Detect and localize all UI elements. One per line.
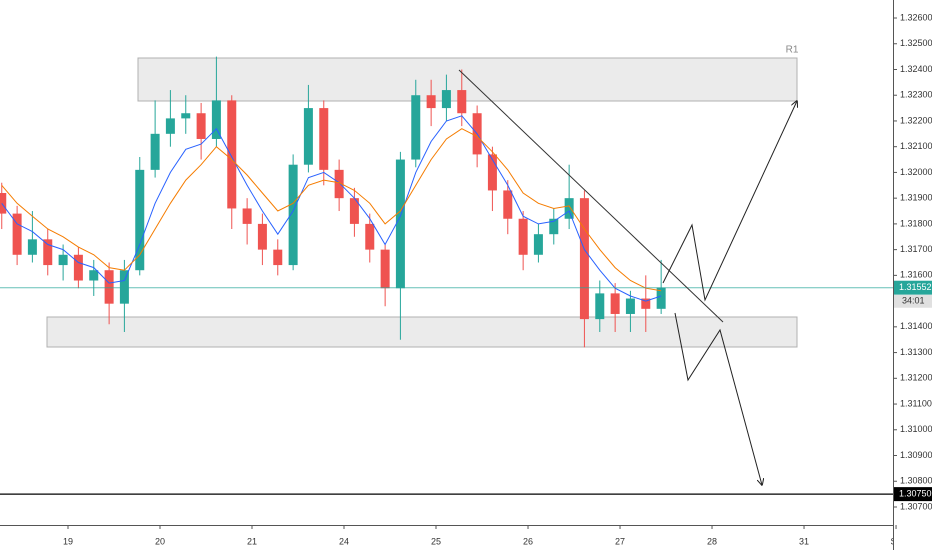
- support-zone: [46, 316, 798, 348]
- y-tick-label: 1.31900: [900, 193, 932, 203]
- x-tick-label: 27: [615, 536, 625, 546]
- candle-body: [625, 298, 635, 314]
- y-tick-label: 1.30800: [900, 476, 932, 486]
- y-tick-label: 1.31200: [900, 373, 932, 383]
- y-tick-label: 1.31300: [900, 347, 932, 357]
- candle-body: [181, 113, 191, 119]
- countdown-box: [894, 294, 932, 308]
- candle-body: [43, 239, 53, 266]
- candle-body: [288, 164, 298, 266]
- candle-body: [104, 270, 114, 304]
- projection-up: [662, 101, 797, 302]
- x-tick-label: 20: [155, 536, 165, 546]
- y-tick-label: 1.31600: [900, 270, 932, 280]
- candle-body: [257, 223, 267, 250]
- zone-label: R1: [786, 45, 799, 56]
- y-tick-label: 1.31800: [900, 218, 932, 228]
- countdown: 34:01: [902, 296, 925, 306]
- candle-body: [165, 118, 175, 134]
- candle-body: [441, 90, 451, 109]
- candle-body: [227, 100, 237, 209]
- candle-body: [334, 169, 344, 199]
- price-label-box: [894, 280, 932, 295]
- trend-line: [458, 69, 724, 323]
- y-tick-label: 1.32200: [900, 115, 932, 125]
- x-tick-label: 24: [339, 536, 349, 546]
- candle-body: [487, 154, 497, 191]
- y-tick-label: 1.31700: [900, 244, 932, 254]
- candle-body: [533, 234, 543, 255]
- y-tick-label: 1.32300: [900, 90, 932, 100]
- x-tick-label: 21: [247, 536, 257, 546]
- x-tick-label: 31: [799, 536, 809, 546]
- moving-average: [1, 115, 662, 302]
- candle-body: [656, 287, 666, 309]
- x-tick-label: 28: [707, 536, 717, 546]
- candle-body: [610, 293, 620, 314]
- level-label: 1.30750: [899, 488, 932, 498]
- candle-body: [211, 100, 221, 139]
- y-tick-label: 1.32400: [900, 64, 932, 74]
- candle-body: [579, 198, 589, 320]
- candle-body: [73, 254, 83, 281]
- candle-body: [411, 95, 421, 160]
- y-tick-label: 1.32500: [900, 38, 932, 48]
- candle-body: [135, 169, 145, 271]
- candle-body: [319, 108, 329, 170]
- candle-body: [150, 133, 160, 170]
- candle-body: [27, 239, 37, 255]
- candle-body: [380, 249, 390, 289]
- x-tick-label: 26: [523, 536, 533, 546]
- candle-body: [303, 108, 313, 165]
- candle-body: [119, 270, 129, 304]
- candle-body: [457, 90, 467, 114]
- y-tick-label: 1.30900: [900, 450, 932, 460]
- candle-body: [503, 190, 513, 219]
- overlay: [458, 69, 797, 485]
- candle-body: [0, 193, 7, 214]
- candle-body: [641, 298, 651, 309]
- y-tick-label: 1.32000: [900, 167, 932, 177]
- candle-body: [595, 293, 605, 320]
- candle-body: [58, 254, 68, 266]
- candle-body: [349, 198, 359, 224]
- x-tick-label: 19: [63, 536, 73, 546]
- price-label: 1.31552: [899, 282, 932, 292]
- resistance-zone: [137, 57, 798, 102]
- candle-body: [518, 218, 528, 255]
- level-label-box: [894, 487, 932, 502]
- y-tick-label: 1.31000: [900, 424, 932, 434]
- y-tick-label: 1.31400: [900, 321, 932, 331]
- candle-body: [395, 159, 405, 289]
- price-axis: [893, 0, 932, 550]
- candle-body: [196, 113, 206, 139]
- drawings: [46, 57, 798, 348]
- candle-body: [549, 218, 559, 235]
- candle-body: [242, 208, 252, 224]
- y-tick-label: 1.31100: [900, 398, 932, 408]
- y-tick-label: 1.32100: [900, 141, 932, 151]
- plot-area: [0, 56, 893, 495]
- candle-body: [365, 223, 375, 250]
- candle-body: [273, 249, 283, 266]
- projection-down: [674, 312, 762, 485]
- candle-body: [89, 270, 99, 281]
- candle-body: [12, 213, 22, 255]
- y-tick-label: 1.32600: [900, 12, 932, 22]
- x-tick-label: 25: [431, 536, 441, 546]
- candle-body: [426, 95, 436, 109]
- moving-average: [1, 128, 662, 292]
- candle-body: [564, 198, 574, 219]
- y-tick-label: 1.30700: [900, 501, 932, 511]
